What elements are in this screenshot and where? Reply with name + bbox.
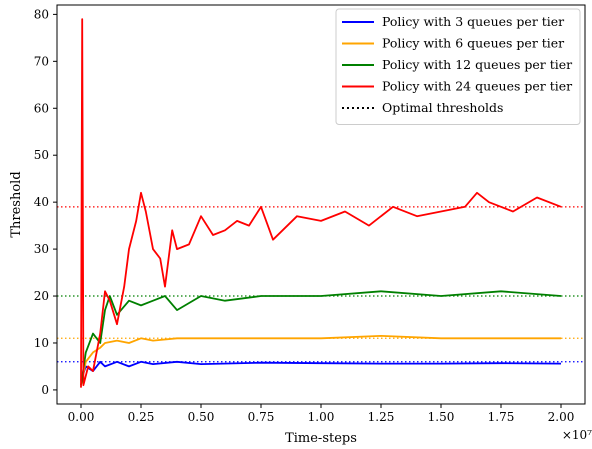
legend-label: Optimal thresholds — [382, 100, 503, 115]
y-axis-label: Threshold — [9, 171, 24, 237]
legend-label: Policy with 24 queues per tier — [382, 79, 572, 94]
series-line-0 — [80, 360, 562, 381]
y-tick-label: 20 — [34, 289, 49, 303]
x-tick-label: 1.25 — [368, 410, 395, 424]
y-tick-label: 30 — [34, 242, 49, 256]
legend-label: Policy with 12 queues per tier — [382, 57, 572, 72]
y-tick-label: 80 — [34, 7, 49, 21]
x-tick-label: 0.75 — [248, 410, 275, 424]
x-tick-label: 0.50 — [188, 410, 215, 424]
y-axis-ticks: 0 10 20 30 40 50 60 70 80 — [34, 7, 57, 397]
legend: Policy with 3 queues per tier Policy with… — [335, 8, 581, 125]
series-line-3 — [80, 18, 562, 388]
x-tick-label: 2.00 — [548, 410, 575, 424]
legend-label: Policy with 3 queues per tier — [382, 14, 564, 29]
x-tick-label: 0.25 — [128, 410, 155, 424]
legend-box — [335, 8, 581, 125]
legend-label: Policy with 6 queues per tier — [382, 36, 564, 51]
x-tick-label: 1.75 — [488, 410, 515, 424]
y-tick-label: 40 — [34, 195, 49, 209]
series-line-1 — [80, 334, 561, 386]
y-tick-label: 10 — [34, 336, 49, 350]
series-line-2 — [80, 290, 562, 386]
x-tick-label: 1.00 — [308, 410, 335, 424]
x-axis-ticks: 0.00 0.25 0.50 0.75 1.00 1.25 1.50 1.75 2.00 — [68, 404, 575, 424]
y-tick-label: 70 — [34, 54, 49, 68]
x-tick-label: 0.00 — [68, 410, 95, 424]
y-tick-label: 50 — [34, 148, 49, 162]
x-axis-offset-text: ×10⁷ — [562, 428, 592, 442]
x-axis-label: Time-steps — [285, 431, 357, 446]
x-tick-label: 1.50 — [428, 410, 455, 424]
series-lines — [80, 18, 562, 388]
y-tick-label: 0 — [41, 383, 49, 397]
y-tick-label: 60 — [34, 101, 49, 115]
